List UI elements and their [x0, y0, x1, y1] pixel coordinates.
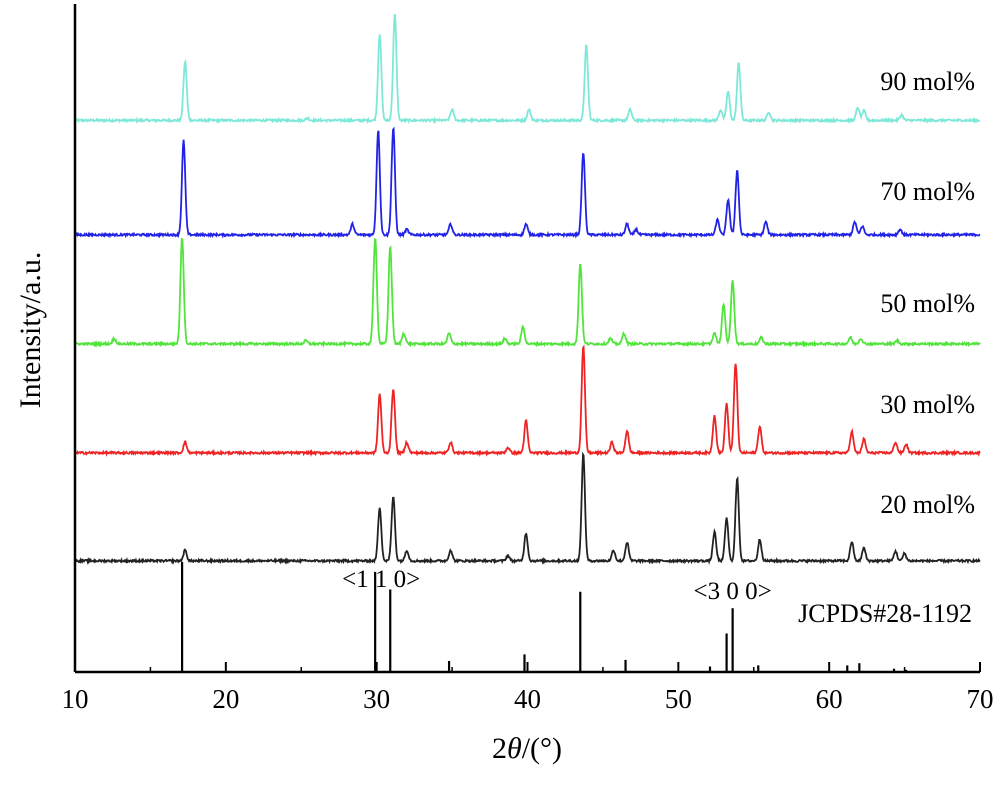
- series-4: [74, 344, 981, 458]
- series-label: 30 mol%: [880, 390, 975, 419]
- x-tick-label: 30: [363, 684, 390, 714]
- series-label: 20 mol%: [880, 490, 975, 519]
- series-label: 90 mol%: [880, 67, 975, 96]
- y-axis-title: Intensity/a.u.: [14, 252, 47, 409]
- series-line: [74, 344, 981, 458]
- labels: 90 mol% 70 mol% 50 mol% 30 mol% 20 mol% JCPDS…: [342, 67, 975, 628]
- x-tick-label: 40: [514, 684, 541, 714]
- reference-label: JCPDS#28-1192: [798, 599, 972, 628]
- axes: [73, 4, 980, 674]
- series-line: [74, 451, 981, 565]
- x-tick-label: 50: [665, 684, 692, 714]
- peak-annotation: <1 1 0>: [342, 566, 420, 593]
- x-ticks: 10 20 30 40 50 60 70: [62, 662, 994, 714]
- series-line: [74, 14, 981, 125]
- series-label: 50 mol%: [880, 289, 975, 318]
- series-2: [74, 126, 981, 239]
- x-axis-title: 2θ/(°): [492, 732, 562, 765]
- series-label: 70 mol%: [880, 177, 975, 206]
- x-tick-label: 20: [212, 684, 239, 714]
- series-line: [74, 126, 981, 239]
- series-5: [74, 451, 981, 565]
- x-tick-label: 70: [967, 684, 994, 714]
- series-line: [74, 237, 981, 348]
- peak-annotation: <3 0 0>: [694, 578, 772, 605]
- x-tick-label: 10: [62, 684, 89, 714]
- series-group: [74, 14, 981, 565]
- series-1: [74, 14, 981, 125]
- x-tick-label: 60: [816, 684, 843, 714]
- series-3: [74, 237, 981, 348]
